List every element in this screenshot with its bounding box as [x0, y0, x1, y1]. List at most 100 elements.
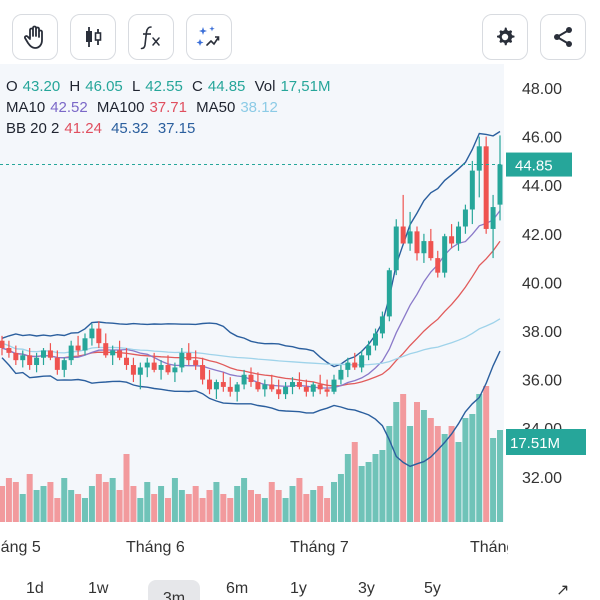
candle-body	[96, 328, 102, 344]
price-tick-label: 38.00	[522, 324, 562, 341]
volume-bar	[476, 394, 483, 522]
ma-row: MA10 42.52 MA100 37.71 MA50 38.12	[6, 97, 335, 118]
share-button[interactable]	[540, 14, 586, 60]
volume-bar	[109, 478, 116, 522]
candle-body	[296, 382, 302, 387]
candle-body	[151, 362, 157, 370]
volume-bar	[490, 438, 497, 522]
tab-5y[interactable]: 5y	[424, 580, 441, 597]
open-value: 43.20	[22, 78, 61, 95]
hand-icon	[24, 25, 43, 49]
candle-body	[213, 382, 219, 390]
magic-wand-icon	[196, 26, 220, 46]
candle-body	[124, 357, 129, 366]
volume-bar	[483, 386, 490, 522]
ma50-label: MA50	[196, 99, 236, 116]
candle-body	[61, 360, 67, 370]
candle-body	[103, 343, 109, 356]
volume-bar	[365, 462, 372, 522]
candle-body	[241, 374, 247, 385]
volume-bar	[54, 498, 61, 522]
candle-body	[366, 345, 372, 356]
candle-body	[130, 365, 136, 375]
gear-icon	[497, 27, 515, 46]
volume-bar	[268, 482, 275, 522]
volume-bar	[123, 454, 130, 522]
function-icon	[140, 26, 160, 50]
candle-body	[435, 258, 441, 273]
low-value: 42.55	[145, 78, 183, 95]
bb-label: BB 20 2	[6, 120, 60, 137]
volume-bar	[26, 474, 33, 522]
volume-bar	[379, 450, 386, 522]
volume-bar	[185, 494, 192, 522]
tab-3y[interactable]: 3y	[358, 580, 375, 597]
tab-1y[interactable]: 1y	[290, 580, 307, 597]
candle-body	[220, 382, 226, 387]
settings-button[interactable]	[482, 14, 528, 60]
volume-bar	[254, 494, 261, 522]
candle-body	[393, 226, 399, 271]
candle-body	[310, 384, 316, 392]
candle-body	[331, 379, 337, 392]
volume-bar	[275, 490, 282, 522]
candle-body	[172, 367, 178, 373]
candle-body	[497, 164, 503, 205]
price-tick-label: 44.00	[522, 178, 562, 195]
price-tick-label: 46.00	[522, 130, 562, 147]
candle-body	[428, 241, 434, 259]
tab-6m[interactable]: 6m	[226, 580, 249, 597]
high-label: H	[69, 78, 81, 95]
volume-bar	[400, 394, 407, 522]
candle-body	[137, 367, 143, 375]
bb-upper-value: 41.24	[64, 120, 102, 137]
volume-bar	[102, 482, 109, 522]
candle-body	[207, 379, 212, 390]
candle-body	[414, 231, 420, 254]
price-chart[interactable]: 48.0046.0044.0042.0040.0038.0036.0034.00…	[0, 64, 600, 564]
candle-body	[359, 355, 365, 368]
volume-value: 17,51M	[280, 78, 331, 95]
candle-body	[0, 340, 5, 349]
volume-label: Vol	[254, 78, 276, 95]
time-axis-mask	[508, 530, 600, 564]
drawing-tool-button[interactable]	[186, 14, 232, 60]
candle-body	[324, 389, 330, 392]
tab-1w[interactable]: 1w	[88, 580, 109, 597]
candlestick-button[interactable]	[70, 14, 116, 60]
chart-canvas[interactable]: 48.0046.0044.0042.0040.0038.0036.0034.00…	[0, 64, 600, 564]
price-tick-label: 36.00	[522, 373, 562, 390]
volume-bar	[192, 486, 199, 522]
candle-body	[290, 382, 295, 387]
hand-tool-button[interactable]	[12, 14, 58, 60]
volume-bar	[199, 498, 206, 522]
open-label: O	[6, 78, 18, 95]
candle-body	[317, 384, 323, 390]
time-axis-label: Tháng 5	[0, 539, 41, 556]
candle-body	[456, 226, 461, 244]
volume-tag-text: 17.51M	[510, 435, 560, 452]
candle-body	[255, 382, 261, 390]
volume-bar	[40, 486, 47, 522]
candle-body	[234, 384, 240, 392]
candle-body	[345, 362, 351, 370]
candle-body	[47, 350, 53, 358]
tab-3m[interactable]: 3m	[148, 580, 200, 600]
expand-icon[interactable]: ↗	[556, 582, 570, 599]
volume-bar	[227, 498, 234, 522]
candle-body	[82, 338, 88, 351]
candle-body	[227, 386, 233, 392]
volume-bar	[171, 478, 178, 522]
price-tick-label: 40.00	[522, 275, 562, 292]
candle-body	[483, 146, 489, 229]
volume-tag	[506, 429, 586, 455]
candle-body	[269, 384, 275, 390]
candle-body	[110, 350, 116, 356]
volume-bar	[386, 426, 393, 522]
indicator-button[interactable]	[128, 14, 174, 60]
volume-bar	[372, 454, 379, 522]
tab-1d[interactable]: 1d	[26, 580, 44, 597]
candle-body	[262, 384, 268, 390]
volume-bar	[414, 402, 420, 522]
volume-bar	[206, 490, 213, 522]
